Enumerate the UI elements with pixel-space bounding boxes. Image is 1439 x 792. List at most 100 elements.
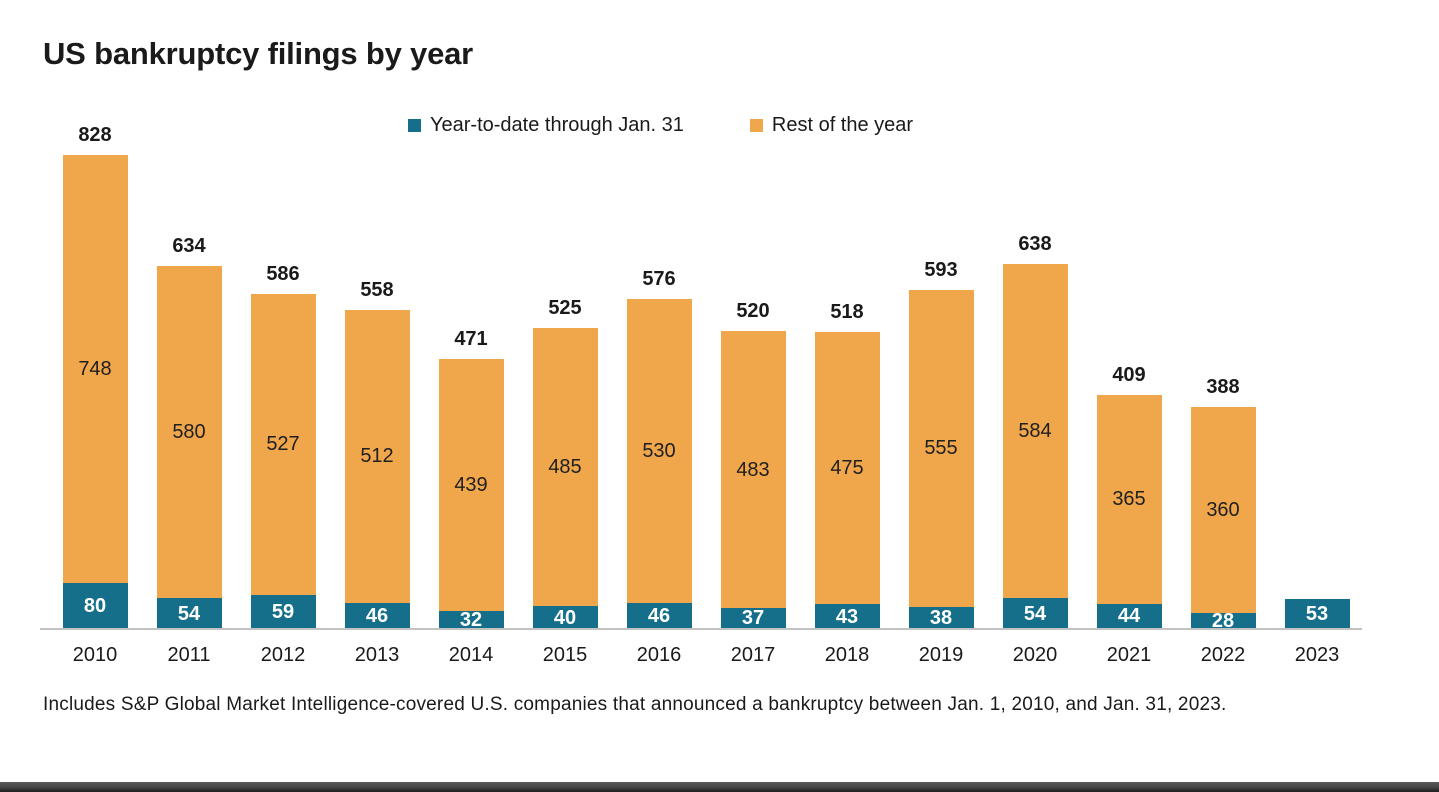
bar-segment-rest-2014-label: 439 bbox=[454, 474, 488, 497]
bar-total-label-2010: 828 bbox=[78, 124, 112, 147]
bar-segment-rest-2013: 512 bbox=[344, 309, 410, 603]
legend-label-rest: Rest of the year bbox=[771, 114, 914, 136]
x-axis-tick-labels: 2010 2011 2012 2013 2014 2015 2016 2017 2018 2019… bbox=[48, 644, 1364, 667]
bar-segment-rest-2022: 360 bbox=[1190, 406, 1256, 613]
bar-segment-ytd-2017-label: 37 bbox=[741, 607, 765, 630]
x-axis-tick-2012: 2012 bbox=[260, 644, 306, 666]
bar-column-2023: 53 bbox=[1270, 155, 1364, 629]
bar-segment-rest-2020-label: 584 bbox=[1018, 419, 1052, 442]
bar-segment-ytd-2023-label: 53 bbox=[1305, 602, 1329, 625]
bar-segment-rest-2018: 475 bbox=[814, 332, 880, 605]
bar-segment-rest-2011: 580 bbox=[156, 266, 222, 599]
bar-column-2018: 518 475 43 bbox=[800, 155, 894, 629]
x-axis-tick-2010: 2010 bbox=[72, 644, 118, 666]
window-bottom-edge bbox=[0, 782, 1439, 792]
bar-segment-ytd-2014-label: 32 bbox=[459, 608, 483, 631]
bar-total-label-2016: 576 bbox=[642, 268, 676, 291]
bar-column-2022: 388 360 28 bbox=[1176, 155, 1270, 632]
bar-segment-ytd-2022-label: 28 bbox=[1211, 610, 1235, 632]
x-axis-tick-2015: 2015 bbox=[542, 644, 588, 666]
bar-segment-ytd-2013-label: 46 bbox=[365, 604, 389, 627]
chart-footnote: Includes S&P Global Market Intelligence-… bbox=[43, 694, 1227, 715]
x-axis-tick-2019: 2019 bbox=[918, 644, 964, 666]
x-axis-tick-2022: 2022 bbox=[1200, 644, 1246, 666]
bar-segment-rest-2015-label: 485 bbox=[548, 456, 582, 479]
bar-segment-rest-2022-label: 360 bbox=[1206, 498, 1240, 521]
x-axis-tick-2017: 2017 bbox=[730, 644, 776, 666]
bar-segment-rest-2016: 530 bbox=[626, 299, 692, 603]
bar-segment-ytd-2010: 80 bbox=[62, 583, 128, 629]
bar-total-label-2011: 634 bbox=[172, 235, 206, 258]
bar-total-label-2014: 471 bbox=[454, 328, 488, 351]
legend-swatch-rest-icon bbox=[749, 119, 763, 132]
bar-segment-ytd-2023: 53 bbox=[1284, 598, 1350, 629]
x-axis-tick-2023: 2023 bbox=[1294, 644, 1340, 666]
x-axis-tick-2016: 2016 bbox=[636, 644, 682, 666]
bar-segment-rest-2010-label: 748 bbox=[78, 358, 112, 381]
x-axis-tick-2021: 2021 bbox=[1106, 644, 1152, 666]
bar-segment-ytd-2018: 43 bbox=[814, 604, 880, 629]
bar-column-2011: 634 580 54 bbox=[142, 155, 236, 629]
chart-legend: Year-to-date through Jan. 31 Rest of the… bbox=[408, 114, 913, 137]
legend-swatch-ytd-icon bbox=[408, 119, 421, 132]
bar-segment-rest-2020: 584 bbox=[1002, 263, 1068, 599]
bar-total-label-2015: 525 bbox=[548, 297, 582, 320]
bar-segment-rest-2012-label: 527 bbox=[266, 433, 300, 456]
bar-column-2015: 525 485 40 bbox=[518, 155, 612, 629]
bar-segment-ytd-2010-label: 80 bbox=[83, 595, 107, 618]
bar-segment-rest-2012: 527 bbox=[250, 293, 316, 596]
bar-total-label-2013: 558 bbox=[360, 278, 394, 301]
bar-segment-rest-2018-label: 475 bbox=[830, 457, 864, 480]
bar-total-label-2017: 520 bbox=[736, 300, 770, 323]
legend-label-ytd: Year-to-date through Jan. 31 bbox=[430, 114, 684, 136]
bar-segment-rest-2013-label: 512 bbox=[360, 445, 394, 468]
bar-segment-ytd-2021: 44 bbox=[1096, 603, 1162, 629]
bar-total-label-2012: 586 bbox=[266, 262, 300, 285]
bar-segment-rest-2015: 485 bbox=[532, 328, 598, 607]
bar-segment-ytd-2014: 32 bbox=[438, 608, 504, 631]
bar-segment-rest-2011-label: 580 bbox=[172, 421, 206, 444]
bar-segment-ytd-2020: 54 bbox=[1002, 598, 1068, 629]
bar-segment-rest-2017-label: 483 bbox=[736, 458, 770, 481]
bar-segment-ytd-2015-label: 40 bbox=[553, 606, 577, 629]
bar-column-2013: 558 512 46 bbox=[330, 155, 424, 629]
bar-total-label-2021: 409 bbox=[1112, 363, 1146, 386]
bar-column-2012: 586 527 59 bbox=[236, 155, 330, 629]
x-axis-tick-2020: 2020 bbox=[1012, 644, 1058, 666]
bar-total-label-2022: 388 bbox=[1206, 375, 1240, 398]
chart-title: US bankruptcy filings by year bbox=[43, 36, 474, 71]
bar-segment-rest-2016-label: 530 bbox=[642, 439, 676, 462]
bar-total-label-2019: 593 bbox=[924, 258, 958, 281]
bar-total-label-2020: 638 bbox=[1018, 232, 1052, 255]
bar-segment-ytd-2012: 59 bbox=[250, 595, 316, 629]
bar-segment-rest-2021: 365 bbox=[1096, 394, 1162, 604]
stacked-bar-plot: 828 748 80 634 580 54 586 527 59 558 512 46 471 439 32… bbox=[48, 124, 1364, 632]
bar-segment-rest-2021-label: 365 bbox=[1112, 488, 1146, 511]
bar-segment-ytd-2015: 40 bbox=[532, 606, 598, 629]
x-axis-tick-2011: 2011 bbox=[167, 644, 211, 666]
x-axis-tick-2018: 2018 bbox=[824, 644, 870, 666]
bar-segment-rest-2010: 748 bbox=[62, 155, 128, 584]
bar-column-2020: 638 584 54 bbox=[988, 155, 1082, 629]
bar-total-label-2018: 518 bbox=[830, 301, 864, 324]
bar-segment-ytd-2022: 28 bbox=[1190, 610, 1256, 632]
bar-column-2010: 828 748 80 bbox=[48, 124, 142, 629]
bar-column-2019: 593 555 38 bbox=[894, 155, 988, 629]
bar-segment-ytd-2012-label: 59 bbox=[271, 601, 295, 624]
bar-column-2016: 576 530 46 bbox=[612, 155, 706, 629]
bar-segment-ytd-2019: 38 bbox=[908, 607, 974, 630]
bar-segment-ytd-2018-label: 43 bbox=[835, 605, 859, 628]
bar-segment-ytd-2013: 46 bbox=[344, 602, 410, 629]
bar-segment-ytd-2011-label: 54 bbox=[177, 602, 201, 625]
bar-segment-rest-2019: 555 bbox=[908, 289, 974, 608]
bar-segment-ytd-2016-label: 46 bbox=[647, 604, 671, 627]
x-axis-line bbox=[40, 628, 1362, 630]
bar-segment-rest-2017: 483 bbox=[720, 331, 786, 608]
bar-segment-ytd-2019-label: 38 bbox=[929, 607, 953, 630]
bar-segment-ytd-2016: 46 bbox=[626, 602, 692, 629]
legend-item-ytd: Year-to-date through Jan. 31 bbox=[408, 114, 684, 137]
bar-segment-rest-2014: 439 bbox=[438, 359, 504, 611]
legend-item-rest: Rest of the year bbox=[749, 114, 914, 137]
x-axis-tick-2014: 2014 bbox=[448, 644, 494, 666]
bar-segment-ytd-2011: 54 bbox=[156, 598, 222, 629]
